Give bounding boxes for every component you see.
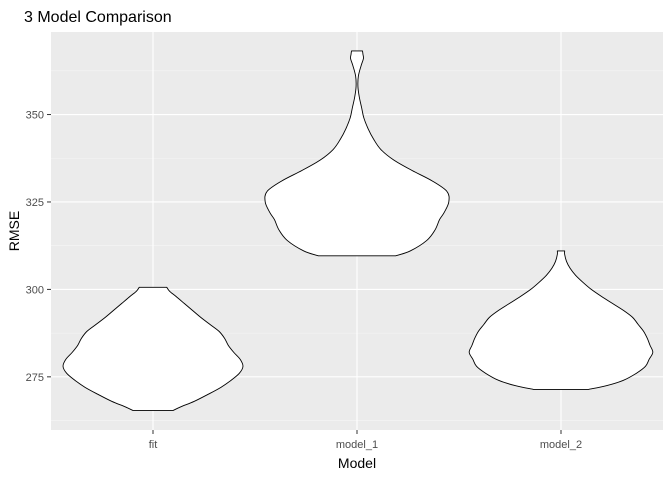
y-tick-label: 275 (26, 372, 44, 384)
violin-model_1 (264, 50, 450, 257)
violin-model_2 (468, 250, 654, 390)
y-tick-label: 350 (26, 110, 44, 122)
y-tick-label: 325 (26, 197, 44, 209)
violin-fit (62, 286, 244, 411)
y-tick-label: 300 (26, 284, 44, 296)
x-axis-title: Model (338, 455, 376, 471)
x-tick-label: fit (149, 439, 158, 451)
chart-title: 3 Model Comparison (24, 9, 172, 26)
x-tick-label: model_1 (336, 439, 378, 451)
y-axis-title: RMSE (6, 211, 22, 251)
x-tick-label: model_2 (540, 439, 582, 451)
y-axis: 275 300 325 350 (26, 110, 51, 384)
violins (62, 50, 654, 411)
x-axis: fit model_1 model_2 (149, 430, 582, 451)
